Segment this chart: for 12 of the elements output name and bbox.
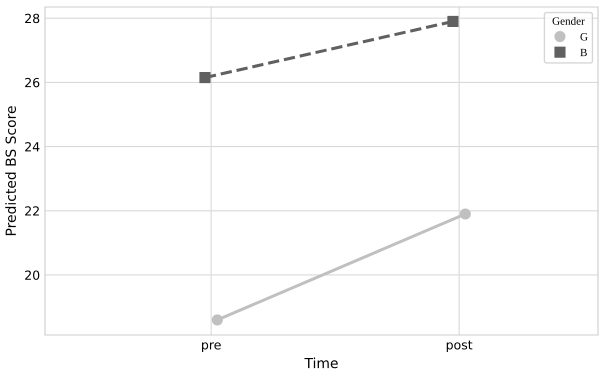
y-tick-label: 22	[25, 206, 39, 216]
legend-label: G	[580, 33, 588, 41]
x-axis-title: Time	[304, 358, 338, 368]
legend-title: Gender	[552, 17, 585, 25]
x-tick-label: pre	[202, 342, 221, 352]
y-tick-label: 20	[25, 270, 40, 280]
y-axis-title: Predicted BS Score	[5, 106, 16, 236]
y-tick-label: 26	[25, 78, 40, 88]
y-tick-label: 24	[25, 142, 40, 152]
legend-label: B	[580, 48, 587, 56]
y-tick-label: 28	[25, 14, 40, 24]
x-tick-label: post	[446, 340, 472, 352]
